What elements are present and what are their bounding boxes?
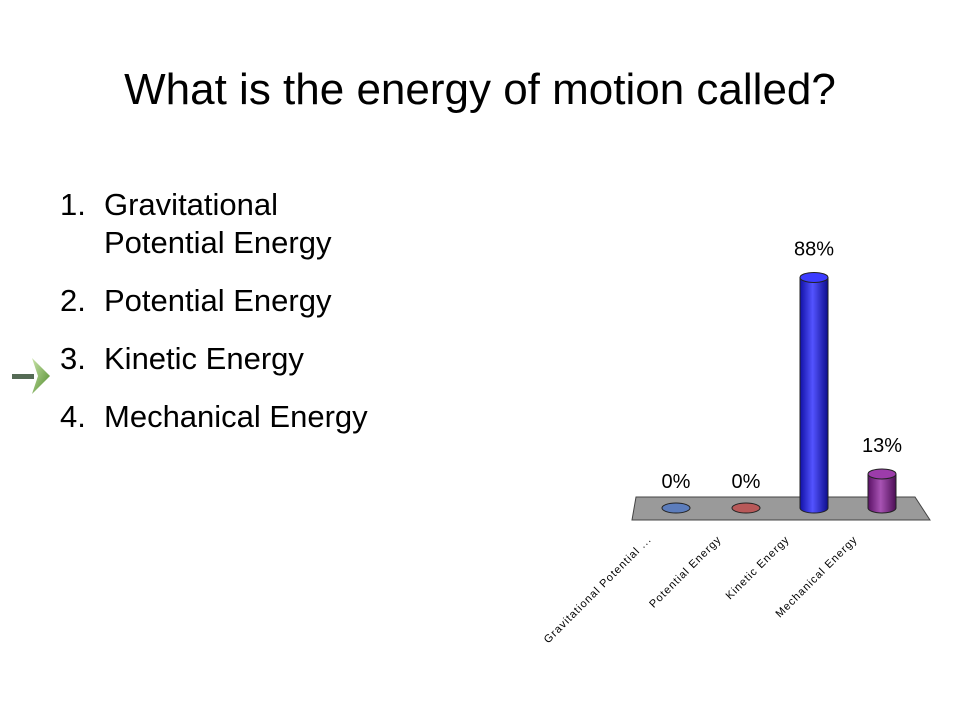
green-arrow-icon	[12, 358, 50, 394]
answer-option-2: 2. Potential Energy	[60, 282, 460, 320]
option-number: 3.	[60, 341, 86, 376]
chart-data-label: 0%	[732, 471, 761, 493]
chart-data-label: 13%	[862, 435, 902, 457]
option-number: 4.	[60, 399, 86, 434]
slide-title: What is the energy of motion called?	[124, 65, 836, 114]
option-number: 1.	[60, 187, 86, 222]
chart-bar	[731, 502, 761, 514]
option-text: Mechanical Energy	[104, 399, 368, 434]
chart-bar	[799, 271, 829, 514]
answer-option-1: 1. Gravitational Potential Energy	[60, 186, 460, 262]
answer-option-3: 3. Kinetic Energy	[60, 340, 460, 378]
chart-category-label: Potential Energy	[647, 534, 724, 611]
chart-data-label: 0%	[662, 471, 691, 493]
chart-bar	[661, 502, 691, 514]
answer-options: 1. Gravitational Potential Energy 2. Pot…	[60, 186, 460, 456]
option-text: Gravitational Potential Energy	[104, 187, 332, 260]
option-text: Potential Energy	[104, 283, 332, 318]
chart-data-label: 88%	[794, 238, 834, 260]
option-text: Kinetic Energy	[104, 341, 304, 376]
chart-category-label: Kinetic Energy	[724, 534, 793, 603]
chart-category-label: Gravitational Potential ...	[542, 534, 654, 646]
answer-option-4: 4. Mechanical Energy	[60, 398, 460, 436]
chart-bar	[867, 468, 897, 514]
option-number: 2.	[60, 283, 86, 318]
